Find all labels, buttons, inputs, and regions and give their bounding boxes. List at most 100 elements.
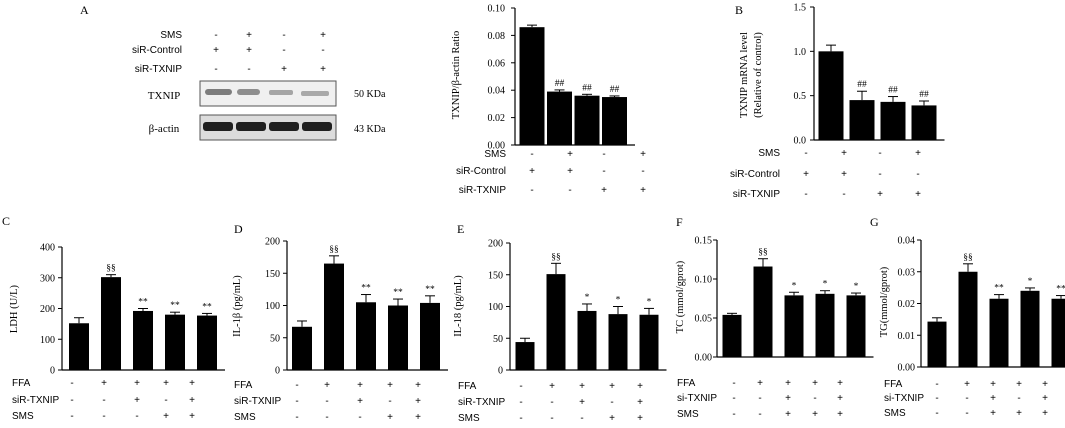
- condition-mark: +: [1016, 379, 1022, 390]
- condition-mark: -: [550, 397, 553, 408]
- condition-mark: -: [935, 379, 938, 390]
- condition-label: SMS: [677, 409, 699, 420]
- significance-label: §§: [551, 252, 561, 262]
- condition-mark: -: [878, 148, 881, 159]
- significance-label: §§: [329, 245, 339, 255]
- significance-label: **: [138, 298, 148, 308]
- y-tick-label: 0.02: [898, 299, 916, 310]
- bar: [165, 314, 185, 370]
- significance-label: **: [202, 302, 212, 312]
- blot-mark: -: [214, 30, 217, 41]
- condition-mark: +: [549, 381, 555, 392]
- condition-mark: +: [1016, 408, 1022, 419]
- bar: [753, 266, 773, 357]
- condition-mark: -: [530, 185, 533, 196]
- condition-mark: +: [189, 411, 195, 422]
- y-tick-label: 400: [40, 243, 55, 254]
- condition-mark: -: [519, 381, 522, 392]
- condition-mark: +: [1042, 408, 1048, 419]
- bar: [927, 321, 947, 367]
- significance-label: **: [361, 284, 371, 294]
- significance-label: *: [616, 296, 621, 306]
- bar: [292, 326, 312, 370]
- y-axis-label: (Relative of control): [753, 32, 764, 118]
- condition-mark: +: [415, 412, 421, 423]
- condition-mark: +: [803, 169, 809, 180]
- y-tick-label: 0.15: [695, 236, 713, 247]
- condition-mark: -: [602, 149, 605, 160]
- y-tick-label: 200: [265, 237, 280, 248]
- condition-label: SMS: [484, 149, 506, 160]
- y-tick-label: 50: [270, 333, 280, 344]
- condition-mark: -: [295, 396, 298, 407]
- blot-condition-label: SMS: [160, 30, 182, 41]
- blot-band: [237, 89, 260, 95]
- condition-mark: +: [637, 381, 643, 392]
- significance-label: **: [994, 284, 1004, 294]
- y-tick-label: 0.10: [695, 275, 713, 286]
- condition-label: FFA: [234, 380, 253, 391]
- blot-mark: -: [282, 45, 285, 56]
- panel-letter-g: G: [870, 215, 879, 229]
- y-tick-label: 0.08: [488, 31, 506, 42]
- y-tick-label: 0.5: [794, 91, 807, 102]
- bar: [602, 97, 627, 145]
- panel-letter-b: B: [735, 3, 743, 17]
- condition-mark: +: [415, 396, 421, 407]
- condition-mark: -: [602, 166, 605, 177]
- significance-label: **: [393, 288, 403, 298]
- y-tick-label: 0.05: [695, 314, 713, 325]
- panel-letter-e: E: [457, 222, 464, 236]
- condition-mark: -: [550, 413, 553, 424]
- condition-mark: +: [579, 381, 585, 392]
- y-axis-label: TXNIP mRNA level: [739, 32, 750, 118]
- condition-mark: +: [387, 380, 393, 391]
- condition-mark: +: [785, 378, 791, 389]
- blot-band: [302, 122, 332, 131]
- condition-mark: -: [641, 166, 644, 177]
- bar: [722, 314, 742, 357]
- condition-label: siR-TXNIP: [234, 396, 282, 407]
- chart-ldh: 0 100 200 300 400 LDH (U/L) §§ ** ** ** FFA - + + + + si…: [9, 243, 225, 422]
- bar: [784, 295, 804, 357]
- western-blot: SMS siR-Control siR-TXNIP - + - + + + - - - - + + T…: [132, 30, 386, 141]
- panel-letter-d: D: [234, 222, 243, 236]
- y-tick-label: 0.10: [488, 4, 506, 15]
- condition-mark: -: [804, 148, 807, 159]
- blot-mark: -: [282, 30, 285, 41]
- condition-mark: -: [102, 395, 105, 406]
- condition-mark: +: [837, 409, 843, 420]
- condition-mark: -: [813, 393, 816, 404]
- bar: [197, 315, 217, 370]
- significance-label: ##: [610, 85, 620, 95]
- panel-letter-a: A: [80, 3, 89, 17]
- condition-mark: +: [189, 395, 195, 406]
- condition-mark: +: [134, 378, 140, 389]
- condition-mark: -: [325, 412, 328, 423]
- bar: [846, 295, 866, 357]
- condition-mark: +: [357, 380, 363, 391]
- condition-mark: -: [135, 411, 138, 422]
- bar: [324, 263, 344, 370]
- bar: [133, 310, 153, 370]
- bar: [546, 274, 566, 370]
- significance-label: *: [1028, 277, 1033, 287]
- condition-mark: -: [295, 412, 298, 423]
- blot-mark: +: [320, 30, 326, 41]
- condition-label: FFA: [12, 378, 31, 389]
- panel-letter-f: F: [676, 215, 683, 229]
- condition-mark: +: [812, 409, 818, 420]
- blot-mark: +: [281, 64, 287, 75]
- condition-mark: -: [325, 396, 328, 407]
- condition-mark: -: [388, 396, 391, 407]
- condition-mark: +: [324, 380, 330, 391]
- blot-mark: +: [246, 45, 252, 56]
- condition-mark: +: [990, 393, 996, 404]
- condition-mark: -: [70, 395, 73, 406]
- condition-mark: -: [935, 393, 938, 404]
- significance-label: ##: [857, 80, 867, 90]
- condition-mark: -: [842, 189, 845, 200]
- condition-mark: -: [732, 393, 735, 404]
- bar: [639, 314, 659, 370]
